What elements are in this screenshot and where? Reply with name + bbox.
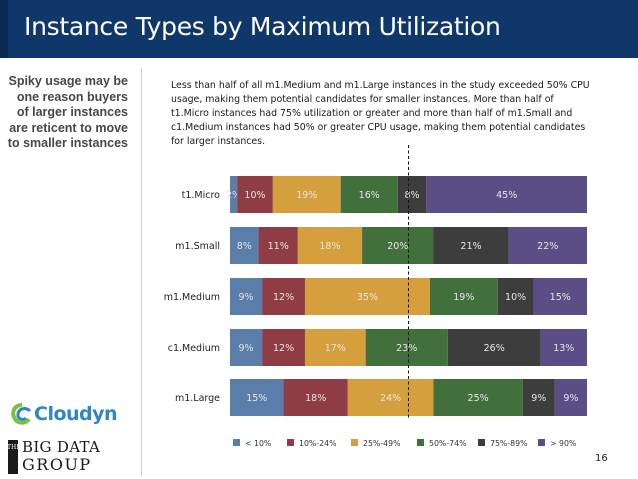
bdg-logo-line2: GROUP <box>22 455 92 474</box>
title-accent <box>0 0 8 58</box>
bar-segment <box>340 176 398 213</box>
bar-segment <box>347 379 434 416</box>
bar-segment <box>497 278 534 315</box>
data-label: 8% <box>405 190 420 201</box>
body-text: Less than half of all m1.Medium and m1.L… <box>171 80 590 148</box>
bar-segment <box>426 176 587 213</box>
data-label: 19% <box>296 190 317 201</box>
bar-segment <box>230 329 263 366</box>
cloudyn-logo-text: Cloudyn <box>34 403 118 425</box>
bar-segment <box>272 176 341 213</box>
data-label: 19% <box>453 292 474 303</box>
vertical-divider <box>141 68 142 476</box>
legend-swatch <box>478 439 485 446</box>
bar-segment <box>262 329 305 366</box>
legend-swatch <box>417 439 424 446</box>
data-label: 22% <box>537 241 558 252</box>
bar-segment <box>230 278 263 315</box>
bar-segment <box>230 176 238 213</box>
data-label: 9% <box>239 292 254 303</box>
data-label: 13% <box>553 343 574 354</box>
data-label: 35% <box>357 292 378 303</box>
data-label: 18% <box>305 393 326 404</box>
data-label: 12% <box>273 343 294 354</box>
bar-segment <box>304 278 430 315</box>
category-label: m1.Large <box>175 393 220 404</box>
bdg-logo-line1: BIG DATA <box>22 438 101 456</box>
bar-segment <box>362 227 434 264</box>
data-label: 15% <box>550 292 571 303</box>
bar-segment <box>230 227 259 264</box>
bar-segment <box>533 278 587 315</box>
bar-segment <box>304 329 366 366</box>
bar-segment <box>297 227 363 264</box>
cloudyn-logo: Cloudyn <box>10 402 130 432</box>
data-label: 26% <box>484 343 505 354</box>
category-label: t1.Micro <box>182 190 221 201</box>
data-label: 45% <box>496 190 517 201</box>
category-label: m1.Small <box>175 241 220 252</box>
bdg-logo-box <box>8 440 18 474</box>
legend-swatch <box>351 439 358 446</box>
bar-segment <box>508 227 587 264</box>
page-number: 16 <box>595 453 608 464</box>
legend-label: 25%-49% <box>363 439 400 448</box>
data-label: 16% <box>359 190 380 201</box>
bar-segment <box>258 227 298 264</box>
data-label: 23% <box>396 343 417 354</box>
big-data-group-logo: THE BIG DATA GROUP <box>7 438 118 474</box>
data-label: 8% <box>237 241 252 252</box>
data-label: 12% <box>273 292 294 303</box>
slide-title: Instance Types by Maximum Utilization <box>24 12 501 41</box>
bar-segment <box>540 329 587 366</box>
bar-segment <box>522 379 555 416</box>
title-bar: Instance Types by Maximum Utilization <box>0 0 638 58</box>
data-label: 21% <box>460 241 481 252</box>
legend-label: 75%-89% <box>490 439 527 448</box>
data-label: 9% <box>239 343 254 354</box>
data-label: 9% <box>563 393 578 404</box>
bar-segment <box>433 227 509 264</box>
data-label: 11% <box>268 241 289 252</box>
bar-segment <box>283 379 348 416</box>
legend-label: 10%-24% <box>299 439 336 448</box>
data-label: 10% <box>505 292 526 303</box>
data-label: 20% <box>387 241 408 252</box>
data-label: 9% <box>531 393 546 404</box>
legend-swatch <box>233 439 240 446</box>
legend-label: < 10% <box>245 439 271 448</box>
bar-segment <box>433 379 523 416</box>
data-label: 17% <box>325 343 346 354</box>
data-label: 24% <box>380 393 401 404</box>
bar-segment <box>230 379 284 416</box>
legend-label: 50%-74% <box>429 439 466 448</box>
bar-segment <box>365 329 448 366</box>
bdg-logo-the: THE <box>7 444 21 451</box>
bar-segment <box>429 278 498 315</box>
side-note: Spiky usage may be one reason buyers of … <box>7 74 128 150</box>
legend-swatch <box>287 439 294 446</box>
bar-segment <box>554 379 587 416</box>
data-label: 25% <box>468 393 489 404</box>
bar-segment <box>237 176 273 213</box>
data-label: 2% <box>226 190 241 201</box>
bar-segment <box>262 278 305 315</box>
legend-label: > 90% <box>550 439 576 448</box>
data-label: 18% <box>319 241 340 252</box>
category-label: m1.Medium <box>164 292 220 303</box>
data-label: 10% <box>244 190 265 201</box>
cloudyn-swirl-icon <box>11 403 32 425</box>
category-label: c1.Medium <box>168 343 220 354</box>
bar-segment <box>447 329 541 366</box>
bar-segment <box>397 176 427 213</box>
data-label: 15% <box>246 393 267 404</box>
legend-swatch <box>538 439 545 446</box>
